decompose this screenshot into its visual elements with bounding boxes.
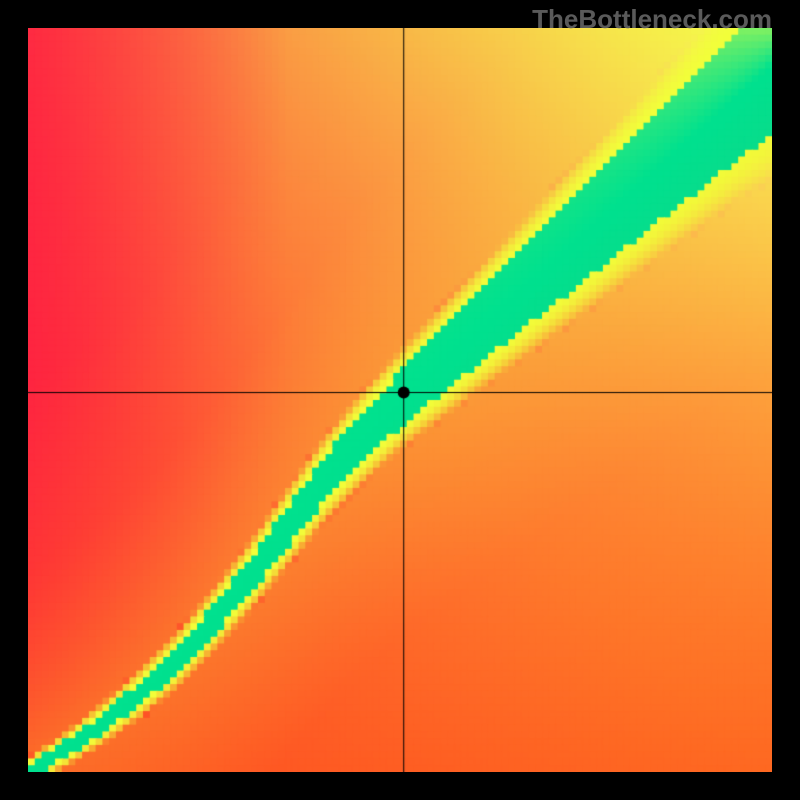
chart-container: TheBottleneck.com: [0, 0, 800, 800]
watermark-label: TheBottleneck.com: [532, 4, 772, 35]
heatmap-canvas: [28, 28, 772, 772]
